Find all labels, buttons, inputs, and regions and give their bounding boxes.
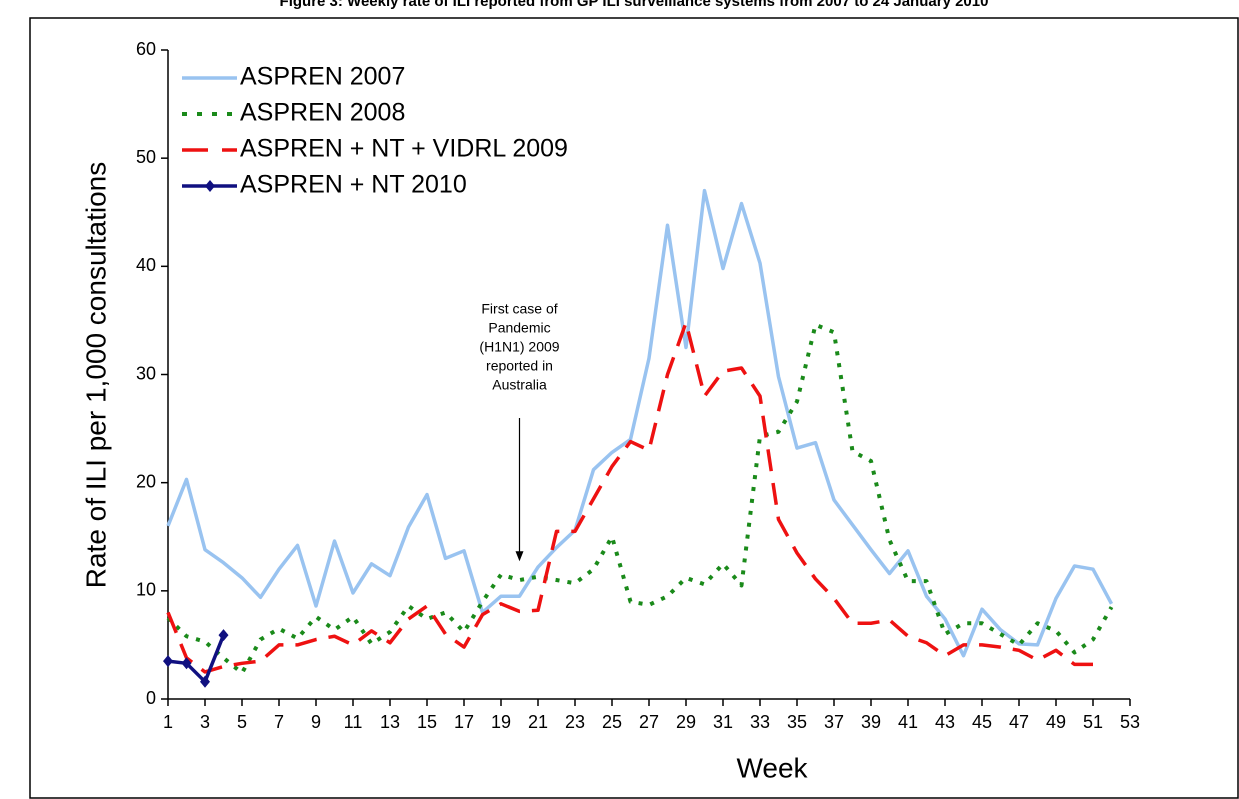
- legend-label: ASPREN + NT + VIDRL 2009: [240, 135, 568, 163]
- point-marker: [163, 655, 173, 668]
- legend-label: ASPREN 2007: [240, 63, 405, 91]
- x-tick-label: 33: [750, 712, 770, 732]
- x-tick-label: 27: [639, 712, 659, 732]
- point-marker: [181, 657, 192, 670]
- x-tick-label: 41: [898, 712, 918, 732]
- x-tick-label: 19: [491, 712, 511, 732]
- x-tick-label: 29: [676, 712, 696, 732]
- y-axis-label: Rate of ILI per 1,000 consultations: [80, 162, 111, 589]
- y-tick-label: 10: [136, 580, 156, 600]
- x-tick-label: 53: [1120, 712, 1140, 732]
- x-tick-label: 49: [1046, 712, 1066, 732]
- series-line: [166, 188, 1114, 658]
- annotation-arrowhead: [515, 551, 524, 562]
- annotation-text: reported in: [486, 358, 553, 374]
- x-tick-label: 45: [972, 712, 992, 732]
- x-tick-label: 51: [1083, 712, 1103, 732]
- x-tick-label: 43: [935, 712, 955, 732]
- x-tick-label: 15: [417, 712, 437, 732]
- y-tick-label: 0: [146, 688, 156, 708]
- chart-title: Figure 3: Weekly rate of ILI reported fr…: [280, 0, 989, 10]
- series-line: [166, 320, 1093, 674]
- x-tick-label: 1: [163, 712, 173, 732]
- legend-label: ASPREN 2008: [240, 99, 405, 127]
- x-tick-label: 39: [861, 712, 881, 732]
- x-tick-label: 47: [1009, 712, 1029, 732]
- y-tick-label: 30: [136, 363, 156, 383]
- x-tick-label: 7: [274, 712, 284, 732]
- point-marker: [200, 675, 210, 688]
- legend-label: ASPREN + NT 2010: [240, 171, 467, 199]
- legend-marker: [205, 180, 215, 192]
- y-tick-label: 60: [136, 39, 156, 59]
- x-tick-label: 25: [602, 712, 622, 732]
- series-line: [167, 634, 226, 684]
- y-tick-label: 20: [136, 471, 156, 491]
- x-axis-label: Week: [736, 752, 808, 783]
- x-tick-label: 35: [787, 712, 807, 732]
- x-tick-label: 9: [311, 712, 321, 732]
- x-tick-label: 3: [200, 712, 210, 732]
- x-tick-label: 17: [454, 712, 474, 732]
- point-marker: [218, 629, 229, 642]
- x-tick-label: 23: [565, 712, 585, 732]
- annotation-text: (H1N1) 2009: [479, 339, 559, 355]
- y-tick-label: 40: [136, 255, 156, 275]
- y-tick-label: 50: [136, 147, 156, 167]
- x-tick-label: 37: [824, 712, 844, 732]
- series-line: [166, 322, 1114, 676]
- annotation-text: First case of: [481, 301, 557, 317]
- x-tick-label: 31: [713, 712, 733, 732]
- chart-border: [29, 17, 1239, 799]
- annotation-text: Pandemic: [488, 320, 550, 336]
- x-tick-label: 21: [528, 712, 548, 732]
- x-tick-label: 5: [237, 712, 247, 732]
- annotation-text: Australia: [492, 377, 547, 393]
- x-tick-label: 11: [344, 712, 363, 732]
- x-tick-label: 13: [380, 712, 400, 732]
